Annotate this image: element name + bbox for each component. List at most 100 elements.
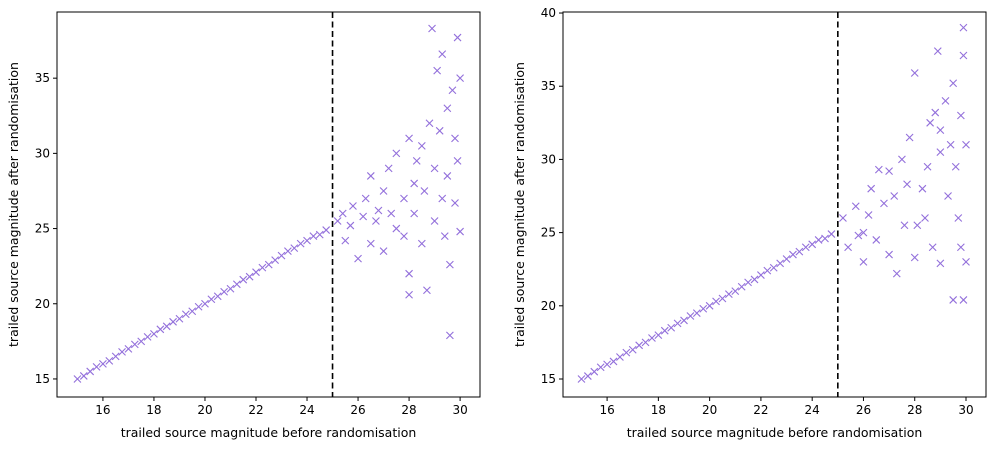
x-tick-label: 28: [907, 403, 922, 417]
marker-stroke: [338, 209, 347, 218]
marker-stroke: [346, 221, 355, 230]
point: [936, 259, 945, 268]
point: [303, 236, 311, 245]
y-tick-label: 15: [541, 372, 556, 386]
marker-stroke: [903, 180, 911, 189]
marker-stroke: [577, 375, 586, 383]
marker-stroke: [900, 221, 909, 230]
marker-stroke: [443, 104, 452, 113]
point: [451, 134, 459, 143]
marker-stroke: [410, 179, 419, 188]
marker-stroke: [412, 156, 421, 165]
point: [118, 347, 126, 356]
point: [654, 331, 663, 339]
marker-stroke: [162, 322, 171, 331]
marker-stroke: [438, 50, 447, 58]
point: [686, 312, 695, 320]
point: [782, 255, 791, 263]
point: [379, 247, 388, 256]
point: [379, 187, 388, 195]
point: [959, 51, 968, 60]
marker-stroke: [921, 214, 929, 222]
marker-stroke: [430, 217, 439, 225]
point: [213, 292, 222, 301]
marker-stroke: [392, 149, 401, 158]
marker-stroke: [226, 284, 235, 293]
marker-stroke: [303, 236, 311, 245]
point: [769, 263, 778, 272]
marker-stroke: [609, 357, 618, 366]
point: [705, 301, 714, 310]
marker-stroke: [232, 280, 241, 289]
point: [405, 290, 413, 299]
y-tick-label: 20: [541, 299, 556, 313]
marker-stroke: [885, 250, 893, 259]
marker-stroke: [795, 247, 804, 256]
point: [944, 192, 952, 200]
marker-stroke: [453, 156, 462, 165]
point: [194, 302, 203, 311]
point: [315, 230, 324, 239]
marker-stroke: [744, 278, 752, 287]
point: [111, 352, 120, 361]
marker-stroke: [724, 290, 733, 298]
point: [412, 156, 421, 165]
point: [271, 256, 280, 265]
point: [156, 325, 165, 334]
point: [430, 164, 439, 173]
point: [874, 165, 883, 174]
marker-stroke: [239, 275, 248, 284]
marker-stroke: [821, 234, 829, 243]
marker-stroke: [456, 74, 464, 83]
marker-stroke: [333, 217, 342, 225]
y-tick-label: 25: [541, 226, 556, 240]
point: [384, 164, 393, 173]
marker-stroke: [936, 259, 945, 268]
point: [603, 360, 611, 369]
point: [338, 209, 347, 218]
marker-stroke: [654, 331, 663, 339]
marker-stroke: [959, 51, 968, 60]
y-axis-label: trailed source magnitude after randomisa…: [6, 62, 21, 347]
marker-stroke: [425, 119, 434, 128]
point: [692, 309, 701, 318]
marker-stroke: [705, 301, 714, 310]
point: [361, 194, 370, 203]
point: [433, 66, 442, 75]
marker-stroke: [405, 290, 413, 299]
x-tick-label: 22: [248, 403, 263, 417]
marker-stroke: [194, 302, 203, 311]
point: [372, 217, 380, 225]
axes-frame: [56, 11, 481, 398]
point: [456, 74, 464, 83]
point: [284, 247, 292, 256]
marker-stroke: [124, 344, 133, 353]
marker-stroke: [731, 287, 740, 296]
point: [99, 360, 107, 368]
point: [956, 243, 965, 252]
marker-stroke: [201, 299, 209, 308]
point: [827, 230, 836, 238]
point: [867, 184, 876, 193]
marker-stroke: [859, 228, 868, 237]
marker-stroke: [686, 312, 695, 320]
point: [763, 266, 772, 275]
point: [936, 148, 945, 156]
point: [322, 226, 331, 234]
marker-stroke: [808, 240, 817, 249]
point: [859, 228, 868, 237]
point: [641, 338, 650, 347]
marker-stroke: [271, 256, 280, 265]
marker-stroke: [207, 295, 216, 304]
x-tick-label: 24: [299, 403, 314, 417]
marker-stroke: [374, 206, 383, 215]
marker-stroke: [949, 296, 958, 304]
y-tick-label: 20: [35, 297, 50, 311]
marker-stroke: [451, 134, 459, 143]
marker-stroke: [137, 337, 146, 346]
marker-stroke: [944, 192, 952, 200]
marker-stroke: [933, 47, 942, 55]
point: [854, 231, 863, 240]
marker-stroke: [453, 33, 462, 42]
